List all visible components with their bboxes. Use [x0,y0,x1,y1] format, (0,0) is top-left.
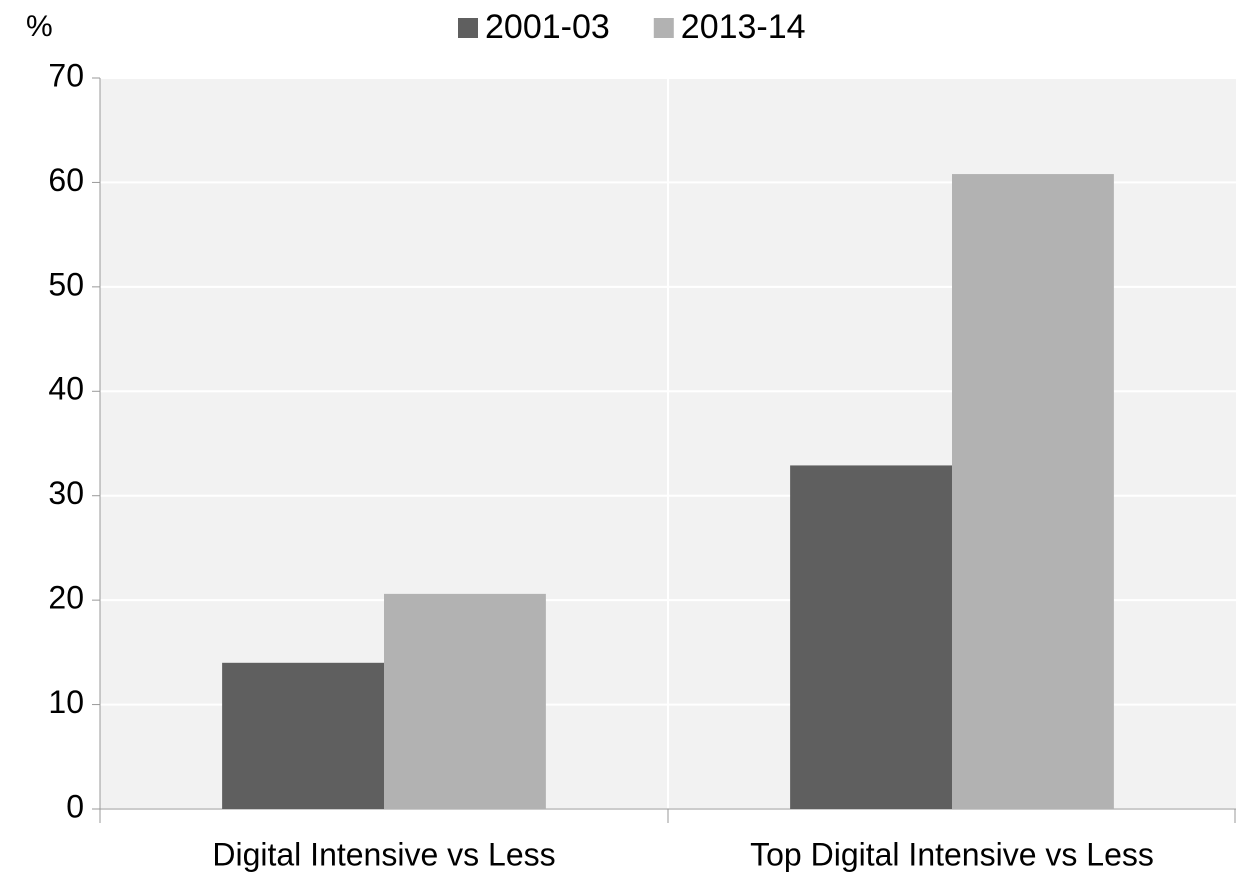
y-axis-label: % [26,10,53,43]
x-tick-label: Top Digital Intensive vs Less [750,836,1154,872]
y-tick-label: 20 [48,580,84,616]
y-tick-label: 30 [48,475,84,511]
y-tick-label: 10 [48,684,84,720]
y-tick-label: 50 [48,266,84,302]
legend-swatch [458,18,478,38]
y-tick-label: 40 [48,371,84,407]
legend-label: 2013-14 [681,8,806,46]
y-tick-label: 70 [48,57,84,93]
bar [222,662,384,809]
legend-swatch [653,18,674,38]
y-tick-label: 0 [66,788,84,824]
y-tick-label: 60 [48,162,84,198]
legend-label: 2001-03 [485,8,610,46]
bar [790,465,952,809]
x-tick-label: Digital Intensive vs Less [212,836,555,872]
bar [384,593,546,809]
bar [952,174,1114,809]
